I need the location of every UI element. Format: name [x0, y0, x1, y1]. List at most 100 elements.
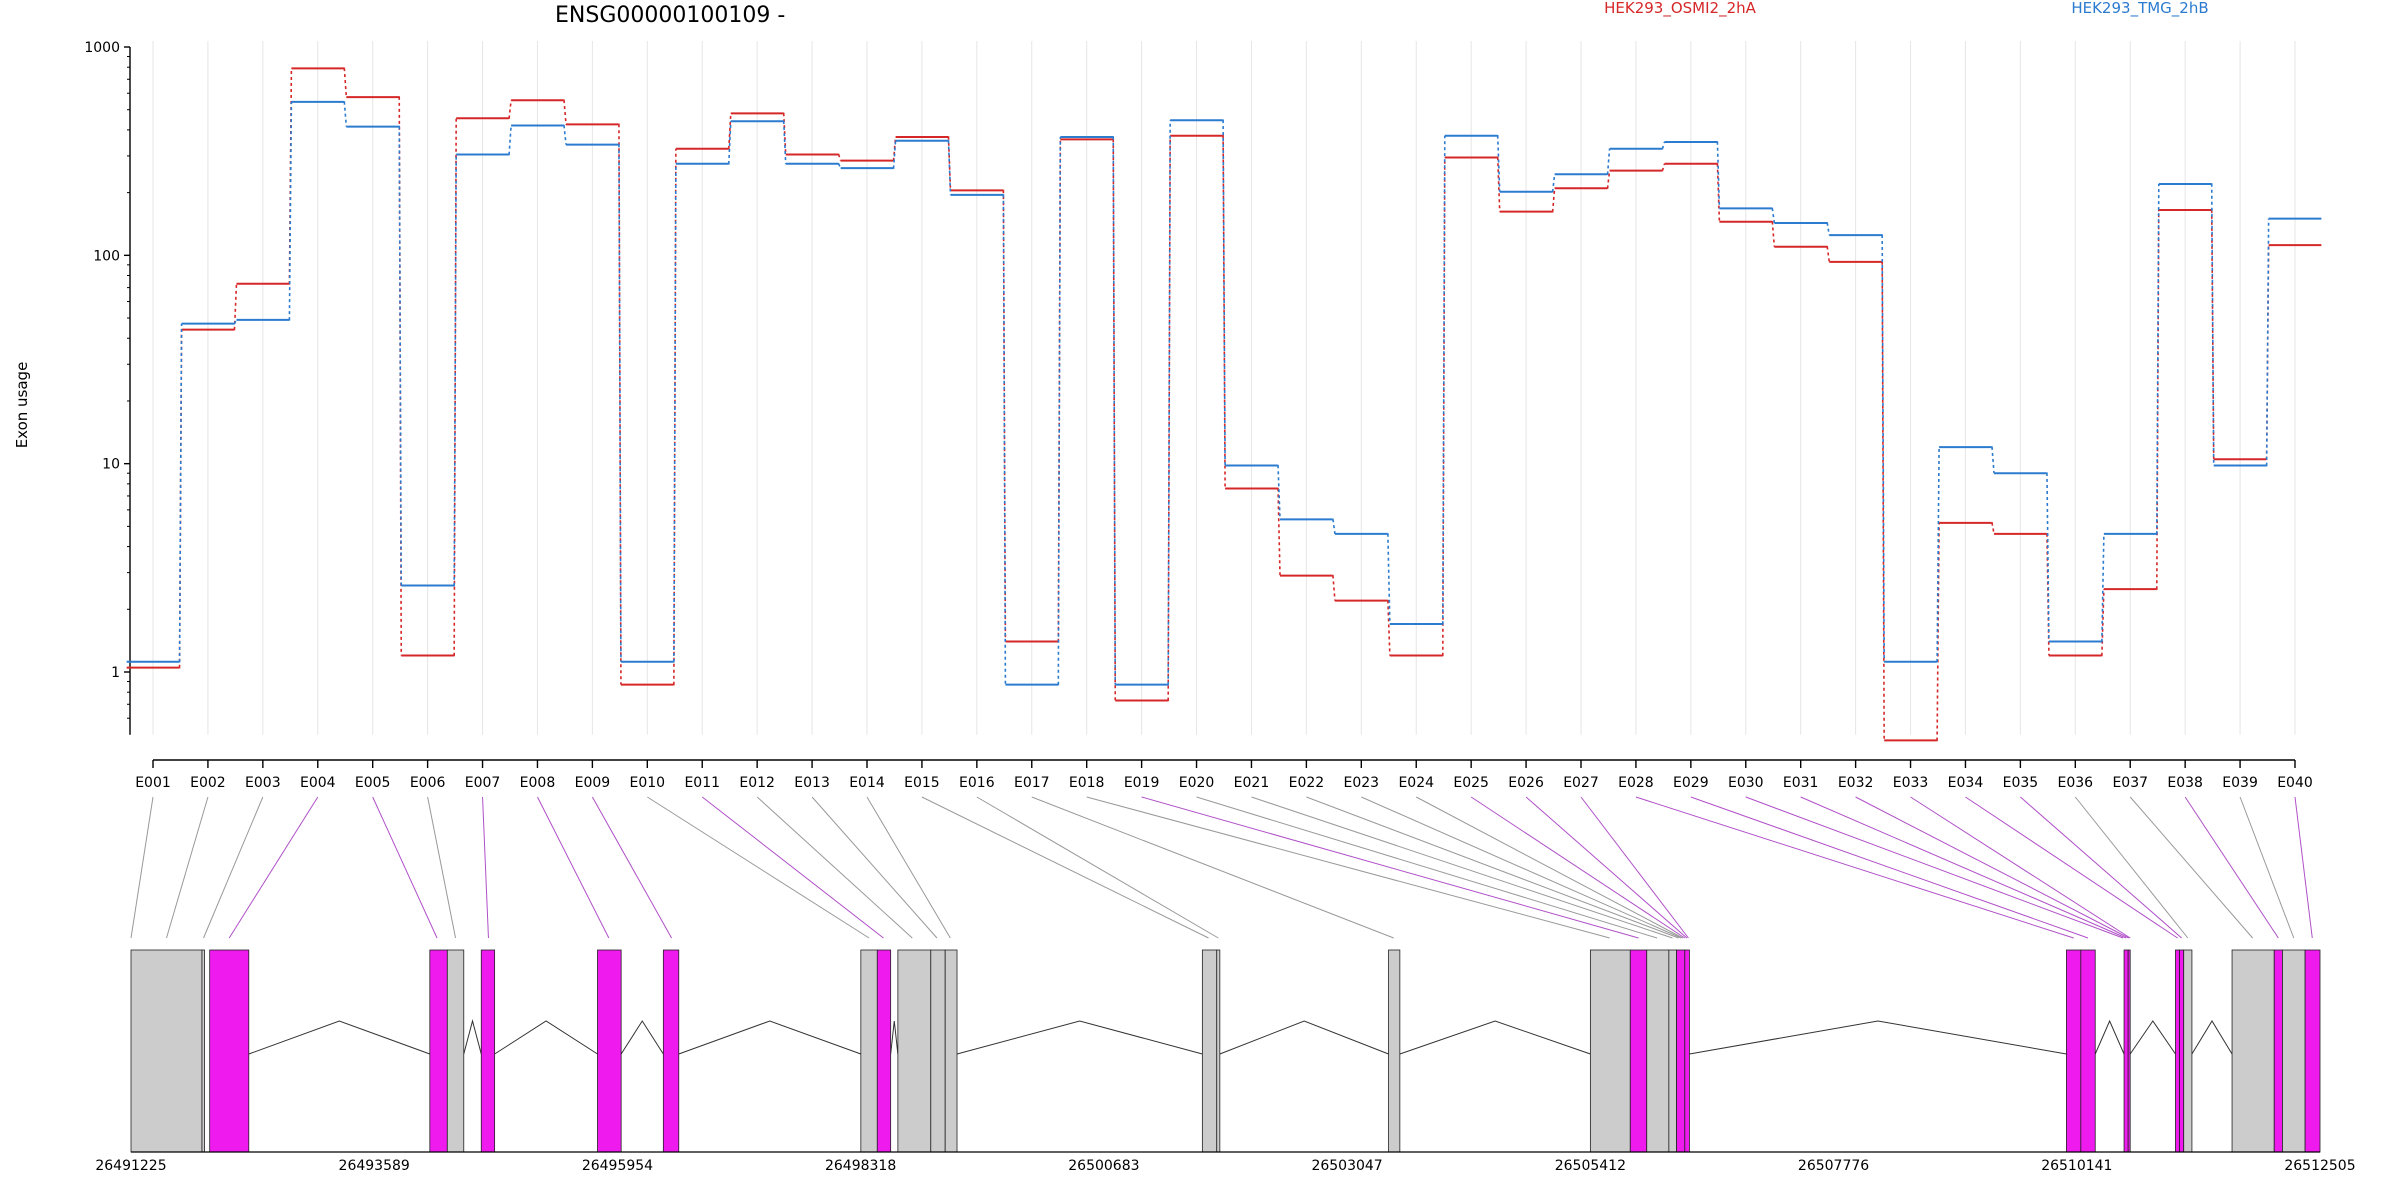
- exon-block-significant: [429, 949, 448, 1153]
- coordinate-label: 26500683: [1068, 1158, 1139, 1174]
- series-connector: [343, 67, 348, 98]
- series-connector: [1332, 518, 1336, 535]
- coordinate-label: 26507776: [1798, 1158, 1869, 1174]
- series-connector: [1551, 174, 1556, 193]
- exon-mapping-line: [1141, 796, 1639, 939]
- series-connector: [1387, 599, 1391, 656]
- exon-block-significant: [209, 949, 250, 1153]
- series-connector: [1222, 134, 1226, 489]
- intron-line: [2191, 1020, 2233, 1055]
- exon-mapping-line: [976, 796, 1219, 939]
- exon-mapping-line: [1415, 796, 1683, 939]
- x-tick-label: E022: [1289, 775, 1325, 791]
- x-tick-label: E035: [2003, 775, 2039, 791]
- x-tick-label: E001: [135, 775, 171, 791]
- x-tick-label: E018: [1069, 775, 1105, 791]
- exon-mapping-line: [2184, 796, 2279, 939]
- series-connector: [563, 99, 567, 125]
- exon-block-significant: [2179, 949, 2185, 1153]
- series-connector: [1277, 487, 1281, 576]
- series-connector: [1496, 156, 1501, 212]
- vertical-gridlines: [152, 41, 2296, 735]
- exon-block: [930, 949, 946, 1153]
- series-connector: [1991, 522, 1995, 535]
- intron-line: [890, 1020, 899, 1055]
- series-connector: [1551, 188, 1556, 213]
- exon-block: [2231, 949, 2275, 1153]
- exon-block-significant: [2066, 949, 2082, 1153]
- exon-mapping-line: [1031, 796, 1394, 939]
- exon-mapping-line: [1196, 796, 1658, 939]
- series-connector: [343, 101, 348, 127]
- intron-line: [494, 1020, 598, 1055]
- coordinate-label: 26505412: [1555, 1158, 1626, 1174]
- x-tick-label: E014: [849, 775, 885, 791]
- series-connector: [1222, 119, 1226, 466]
- x-tick-label: E019: [1124, 775, 1160, 791]
- x-tick-label: E033: [1893, 775, 1929, 791]
- series-connector: [2210, 183, 2215, 466]
- series-lines: [126, 67, 2322, 742]
- x-tick-label: E007: [465, 775, 501, 791]
- exon-mapping-line: [1251, 796, 1673, 939]
- series-connector: [837, 153, 842, 161]
- series-connector: [508, 125, 512, 156]
- series-connector: [233, 283, 238, 331]
- intron-line: [2129, 1020, 2176, 1055]
- intron-line: [1689, 1020, 2067, 1055]
- x-tick-label: E003: [245, 775, 281, 791]
- series-connector: [1387, 533, 1391, 625]
- series-connector: [508, 100, 512, 120]
- exon-block: [1589, 949, 1631, 1153]
- exon-mapping-line: [591, 796, 672, 939]
- exon-block-significant: [2273, 949, 2283, 1153]
- exon-block-significant: [1684, 949, 1690, 1153]
- x-tick-label: E037: [2112, 775, 2148, 791]
- series-connector: [782, 120, 787, 164]
- intron-line: [248, 1020, 430, 1055]
- x-tick-label: E016: [959, 775, 995, 791]
- exon-block: [446, 949, 465, 1153]
- exon-block: [1388, 949, 1401, 1153]
- exon-mapping-line: [2239, 796, 2295, 939]
- intron-line: [956, 1020, 1203, 1055]
- series-connector: [178, 329, 183, 669]
- exon-mapping-line: [1965, 796, 2178, 939]
- exon-mapping-line: [130, 796, 154, 939]
- series-connector: [1167, 135, 1171, 702]
- y-tick-label: 1000: [84, 40, 120, 56]
- genomic-coordinate-axis: 26491225 26493589 26495954 26498318 26500683…: [95, 1151, 2356, 1174]
- x-tick-label: E009: [575, 775, 611, 791]
- exon-block-significant: [876, 949, 892, 1153]
- x-tick-label: E008: [520, 775, 556, 791]
- series-connector: [1167, 120, 1171, 686]
- exon-block: [1201, 949, 1218, 1153]
- exon-mapping-line: [1910, 796, 2131, 939]
- series-connector: [727, 121, 732, 165]
- exon-mapping-line: [427, 796, 457, 939]
- exon-block-significant: [2304, 949, 2321, 1153]
- series-connector: [233, 319, 238, 325]
- series-connector: [947, 139, 952, 195]
- coordinate-label: 26503047: [1311, 1158, 1382, 1174]
- exon-mapping-line: [1690, 796, 2089, 939]
- exon-mapping-line: [2074, 796, 2189, 939]
- exon-mapping-line: [228, 796, 319, 939]
- exon-mapping-line: [1086, 796, 1610, 939]
- series-connector: [563, 124, 567, 145]
- exon-mapping-line: [203, 796, 264, 939]
- chart-title: ENSG00000100109 -: [555, 3, 785, 28]
- series-connector: [178, 323, 183, 663]
- exon-block: [2183, 949, 2193, 1153]
- x-tick-label: E030: [1728, 775, 1764, 791]
- exon-block-significant: [2127, 949, 2131, 1153]
- gene-model: [130, 949, 2321, 1153]
- exon-block: [130, 949, 203, 1153]
- x-tick-label: E004: [300, 775, 336, 791]
- series-connector: [1936, 447, 1940, 663]
- intron-line: [678, 1020, 862, 1055]
- coordinate-label: 26512505: [2284, 1158, 2355, 1174]
- series-connector: [1606, 148, 1611, 176]
- y-tick-label: 10: [102, 457, 120, 473]
